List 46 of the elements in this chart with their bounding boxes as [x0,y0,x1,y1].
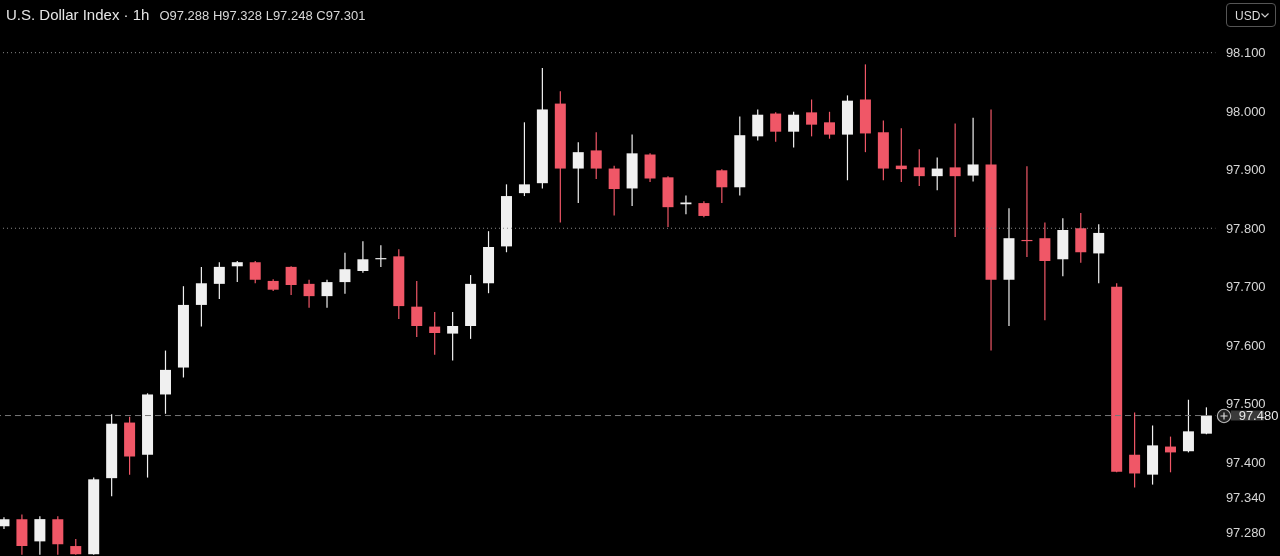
candlestick [357,240,369,274]
candlestick [931,156,943,191]
candlestick [321,279,333,309]
candlestick [195,266,207,328]
y-tick-label: 97.800 [1225,220,1266,236]
candlestick [805,98,817,137]
candlestick [769,111,781,143]
candlestick [410,280,422,338]
candlestick [823,111,835,140]
candlestick [1074,212,1086,264]
y-tick-label: 97.900 [1225,162,1266,178]
y-tick-label: 97.700 [1225,279,1266,295]
y-tick-label: 97.400 [1225,454,1266,470]
candlestick [428,311,440,356]
candlestick [967,117,979,183]
candlestick [1128,412,1140,489]
candlestick [339,252,351,295]
candlestick [213,261,225,300]
candlestick [518,121,530,197]
candlestick [913,148,925,187]
text: USD [1235,9,1261,23]
candlestick [303,279,315,309]
y-tick-label: 97.600 [1225,337,1266,353]
candlestick [751,108,763,142]
candlestick [1200,406,1212,435]
candlestick [787,111,799,149]
candlestick [1092,223,1104,284]
chart-title: U.S. Dollar Index · 1h [6,6,150,23]
candlestick [644,152,656,183]
candlestick [608,165,620,216]
y-tick-label: 98.000 [1225,103,1266,119]
y-tick-label: 98.100 [1225,45,1266,61]
candlestick [33,515,45,556]
candlestick [715,168,727,204]
candlestick [590,131,602,180]
candlestick [446,311,458,362]
text: O97.288 H97.328 L97.248 C97.301 [159,8,366,23]
y-tick-label: 97.280 [1225,525,1266,541]
y-tick-label: 97.340 [1225,489,1266,505]
candlestick [949,122,961,238]
candlestick [572,141,584,204]
candlestick [231,260,243,283]
candlestick [249,260,261,284]
candlestick [1182,399,1194,454]
candlestick [285,265,297,296]
candlestick [1039,221,1051,321]
